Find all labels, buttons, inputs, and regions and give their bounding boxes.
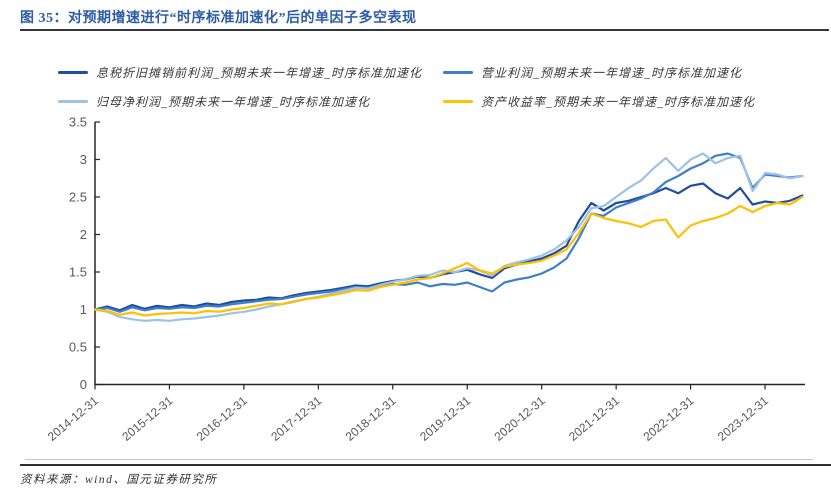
x-tick-label: 2021-12-31 <box>566 393 622 443</box>
y-tick-label: 2 <box>80 227 87 242</box>
legend-label-net-profit: 归母净利润_预期未来一年增速_时序标准加速化 <box>96 94 371 109</box>
y-tick-label: 0.5 <box>69 340 87 355</box>
x-tick-label: 2016-12-31 <box>194 393 250 443</box>
y-tick-label: 2.5 <box>69 190 87 205</box>
legend-item-net-profit: 归母净利润_预期未来一年增速_时序标准加速化 <box>58 94 371 109</box>
series-line-0 <box>93 182 804 312</box>
x-tick-label: 2020-12-31 <box>492 393 548 443</box>
y-tick-label: 1.5 <box>69 265 87 280</box>
series-line-2 <box>93 152 804 322</box>
y-tick-label: 3 <box>80 152 87 167</box>
x-tick-label: 2017-12-31 <box>268 393 324 443</box>
axis-lines <box>94 122 805 386</box>
figure-title: 图 35：对预期增速进行“时序标准加速化”后的单因子多空表现 <box>20 11 417 26</box>
legend-item-ebitda: 息税折旧摊销前利润_预期未来一年增速_时序标准加速化 <box>58 65 423 80</box>
legend-swatch-ebitda <box>58 70 88 74</box>
series-line-3 <box>93 195 804 317</box>
series-line-1 <box>93 152 804 313</box>
legend-swatch-net-profit <box>58 99 88 103</box>
legend-item-operating-profit: 营业利润_预期未来一年增速_时序标准加速化 <box>443 65 743 80</box>
y-tick-label: 3.5 <box>69 115 87 130</box>
legend-item-roe: 资产收益率_预期未来一年增速_时序标准加速化 <box>443 94 756 109</box>
x-tick-label: 2018-12-31 <box>343 393 399 443</box>
title-divider <box>20 29 829 31</box>
x-tick-label: 2014-12-31 <box>45 393 101 443</box>
x-tick-label: 2023-12-31 <box>715 393 771 443</box>
footer-divider-light <box>25 459 813 460</box>
legend-label-roe: 资产收益率_预期未来一年增速_时序标准加速化 <box>481 94 756 109</box>
x-tick-label: 2015-12-31 <box>119 393 175 443</box>
legend-swatch-roe <box>443 99 473 103</box>
x-tick-label: 2022-12-31 <box>641 393 697 443</box>
y-tick-label: 0 <box>80 377 87 392</box>
source-note: 资料来源：wind、国元证券研究所 <box>20 474 218 486</box>
x-tick-label: 2019-12-31 <box>417 393 473 443</box>
legend-label-operating-profit: 营业利润_预期未来一年增速_时序标准加速化 <box>481 65 743 80</box>
footer-divider-dark <box>20 464 831 466</box>
legend-swatch-operating-profit <box>443 70 473 74</box>
legend-label-ebitda: 息税折旧摊销前利润_预期未来一年增速_时序标准加速化 <box>96 65 423 80</box>
y-tick-label: 1 <box>80 302 87 317</box>
